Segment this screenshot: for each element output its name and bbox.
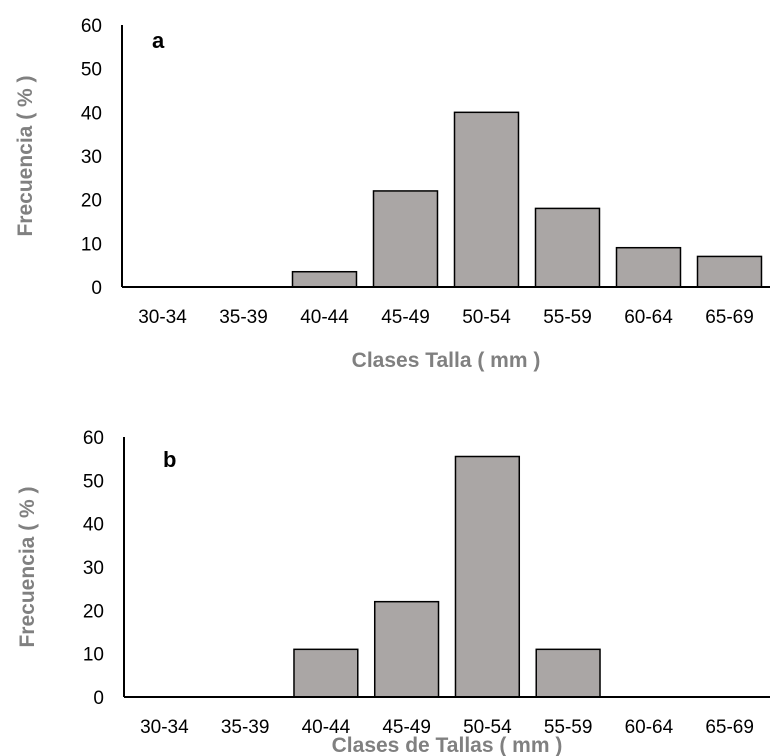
chart-b-y-tick-label: 40 bbox=[83, 515, 104, 536]
chart-a-y-tick-label: 50 bbox=[81, 60, 102, 81]
chart-b-y-tick-label: 20 bbox=[83, 601, 104, 622]
chart-b-panel-label: b bbox=[163, 447, 176, 472]
chart-a-y-tick-label: 10 bbox=[81, 234, 102, 255]
chart-panel-a: 0 10 20 30 40 50 60 30-34 35-39 40-44 45-49 50-54 55… bbox=[14, 16, 770, 372]
chart-b-bar-40-44 bbox=[293, 648, 359, 698]
chart-a-bar-45-49 bbox=[372, 190, 439, 288]
chart-a-y-tick-label: 60 bbox=[81, 16, 102, 37]
chart-a-x-tick-label: 50-54 bbox=[462, 307, 511, 328]
chart-b-y-axis-title: Frecuencia ( % ) bbox=[16, 486, 39, 647]
chart-a-y-axis-title: Frecuencia ( % ) bbox=[14, 75, 37, 236]
chart-b-x-tick-label: 65-69 bbox=[705, 717, 754, 738]
chart-b-x-tick-label: 55-59 bbox=[544, 717, 593, 738]
chart-a-x-tick-label: 65-69 bbox=[705, 307, 754, 328]
chart-a-x-tick-label: 55-59 bbox=[543, 307, 592, 328]
chart-b-x-tick-label: 40-44 bbox=[302, 717, 351, 738]
chart-b-y-tick-label: 10 bbox=[83, 645, 104, 666]
chart-a-x-tick-label: 35-39 bbox=[219, 307, 268, 328]
chart-a-x-tick-label: 45-49 bbox=[381, 307, 430, 328]
chart-b-bar-45-49 bbox=[373, 600, 440, 698]
chart-a-x-tick-label: 40-44 bbox=[300, 307, 349, 328]
chart-a-bar-40-44 bbox=[291, 270, 358, 288]
chart-a-bar-60-64 bbox=[615, 246, 682, 288]
chart-b-y-tick-label: 60 bbox=[83, 428, 104, 449]
chart-b-x-tick-label: 45-49 bbox=[382, 717, 431, 738]
chart-a-y-tick-label: 40 bbox=[81, 103, 102, 124]
chart-a-bar-65-69 bbox=[696, 255, 763, 288]
chart-a-panel-label: a bbox=[152, 28, 165, 53]
chart-a-bar-55-59 bbox=[534, 207, 601, 288]
chart-b-bar-55-59 bbox=[535, 648, 601, 698]
chart-b-x-axis-title: Clases de Tallas ( mm ) bbox=[332, 734, 563, 756]
chart-b-x-tick-label: 50-54 bbox=[463, 717, 512, 738]
chart-a-y-tick-label: 20 bbox=[81, 191, 102, 212]
chart-a-x-tick-label: 30-34 bbox=[138, 307, 187, 328]
chart-panel-b: 0 10 20 30 40 50 60 30-34 35-39 40-44 45-49 50-54 55… bbox=[16, 428, 770, 756]
chart-a-x-axis-title: Clases Talla ( mm ) bbox=[352, 349, 541, 372]
chart-a-bar-50-54 bbox=[453, 111, 520, 288]
chart-b-x-tick-label: 30-34 bbox=[140, 717, 189, 738]
chart-a-x-tick-label: 60-64 bbox=[624, 307, 673, 328]
chart-b-y-tick-label: 0 bbox=[93, 688, 104, 709]
chart-a-y-tick-label: 0 bbox=[91, 278, 102, 299]
chart-b-bar-50-54 bbox=[454, 455, 521, 698]
chart-b-x-tick-label: 35-39 bbox=[221, 717, 270, 738]
chart-a-y-tick-label: 30 bbox=[81, 147, 102, 168]
chart-b-x-tick-label: 60-64 bbox=[625, 717, 674, 738]
chart-b-y-tick-label: 50 bbox=[83, 471, 104, 492]
chart-b-y-tick-label: 30 bbox=[83, 558, 104, 579]
